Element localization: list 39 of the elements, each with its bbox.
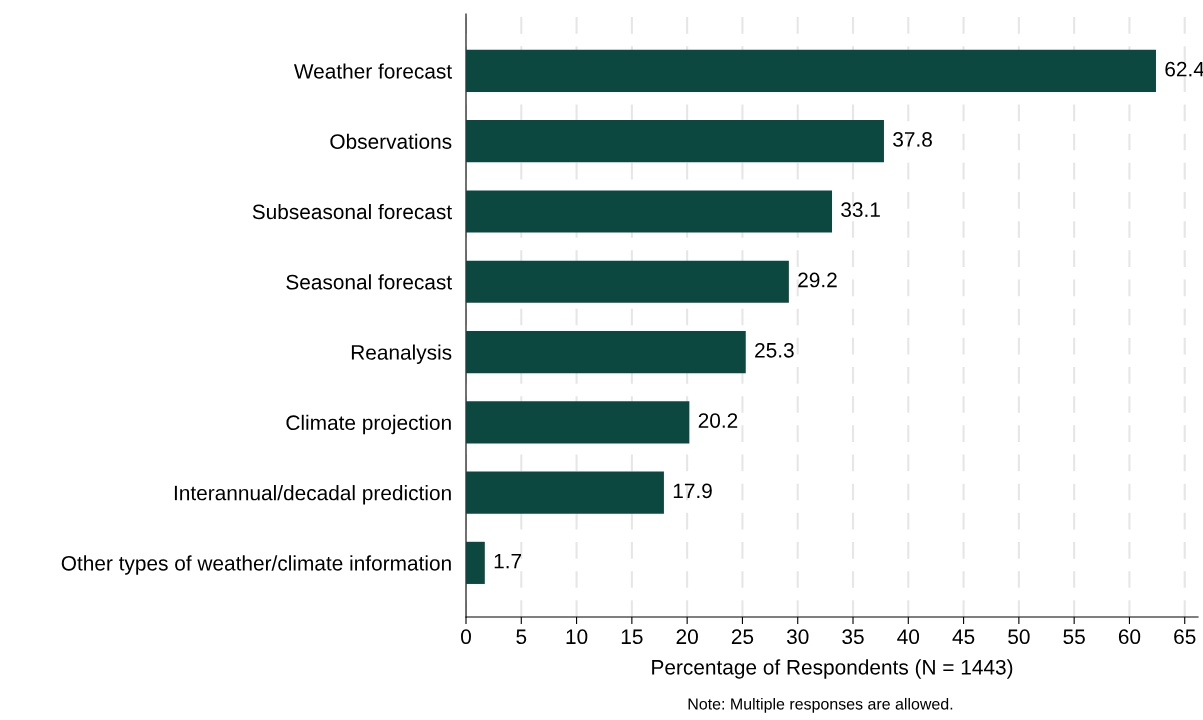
x-tick-label: 0 [461, 629, 471, 645]
bar [466, 401, 690, 444]
data-label: 20.2 [698, 413, 738, 428]
data-label: 17.9 [673, 483, 712, 499]
y-tick-label: Reanalysis [351, 344, 452, 364]
data-label: 29.2 [798, 272, 837, 288]
text: Note: Multiple responses are allowed. [688, 697, 953, 713]
x-tick-label: 50 [1008, 629, 1030, 645]
data-label: 25.3 [755, 342, 794, 358]
bar [466, 330, 746, 374]
bar [466, 49, 1156, 93]
x-tick-label: 10 [566, 629, 588, 645]
x-tick-label: 20 [676, 629, 698, 645]
x-tick-label: 60 [1118, 629, 1141, 645]
y-tick-label: Other types of weather/climate information [61, 555, 451, 575]
y-tick-label: Interannual/decadal prediction [174, 485, 451, 505]
x-tick-label: 45 [952, 629, 975, 645]
y-tick-label: Climate projection [286, 414, 451, 435]
y-tick-label: Seasonal forecast [286, 274, 452, 290]
y-tick-label: Weather forecast [293, 63, 452, 79]
data-label: 37.8 [893, 132, 932, 147]
data-label: 1.7 [494, 553, 522, 569]
y-tick-label: Subseasonal forecast [252, 203, 452, 220]
x-axis-title: Percentage of Respondents (N = 1443) [652, 659, 1013, 679]
x-tick-label: 35 [842, 629, 864, 645]
x-tick-label: 55 [1063, 629, 1085, 645]
bar [466, 471, 664, 514]
bar [466, 260, 789, 303]
x-tick-label: 15 [621, 629, 643, 645]
x-tick-label: 5 [516, 629, 527, 645]
bar [466, 190, 832, 233]
x-tick-label: 65 [1174, 629, 1196, 645]
bar [466, 120, 884, 163]
x-tick-label: 30 [786, 629, 809, 645]
data-label: 33.1 [841, 202, 880, 218]
x-tick-label: 40 [897, 629, 920, 645]
bar [466, 541, 485, 584]
y-tick-label: Observations [330, 133, 452, 149]
x-tick-label: 25 [731, 629, 754, 645]
